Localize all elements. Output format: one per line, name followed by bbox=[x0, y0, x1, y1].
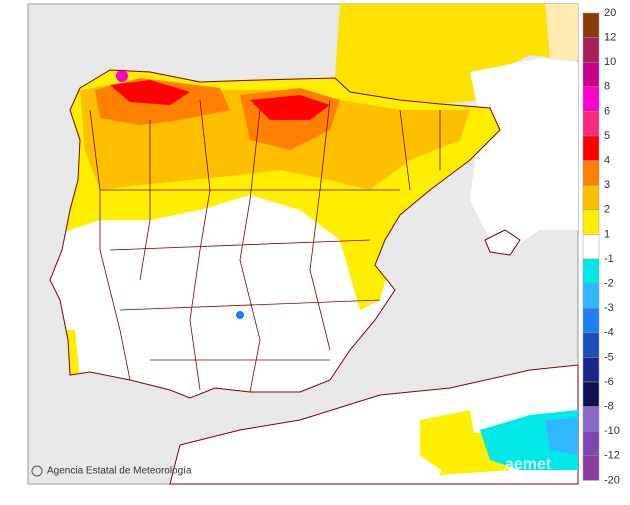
france bbox=[335, 4, 578, 104]
legend-swatch bbox=[582, 381, 600, 407]
legend-label: 10 bbox=[604, 56, 616, 68]
legend-swatch bbox=[582, 258, 600, 284]
africa-cold-2 bbox=[545, 418, 578, 455]
legend-label: -2 bbox=[604, 278, 614, 290]
legend-swatch bbox=[582, 61, 600, 88]
legend-swatch bbox=[582, 332, 600, 358]
legend-label: -3 bbox=[604, 302, 614, 314]
legend-swatch bbox=[582, 86, 600, 112]
hottest bbox=[110, 80, 330, 120]
legend-swatch bbox=[582, 184, 600, 211]
sea bbox=[470, 58, 578, 250]
africa-warm bbox=[420, 410, 510, 475]
legend-swatch bbox=[582, 37, 600, 63]
legend-label: 6 bbox=[604, 105, 610, 117]
province-borders bbox=[89, 99, 441, 393]
legend-label: 20 bbox=[604, 7, 616, 19]
legend-label: -8 bbox=[604, 401, 614, 413]
legend-swatch bbox=[582, 234, 600, 260]
legend-swatch bbox=[582, 357, 600, 383]
peak bbox=[116, 70, 128, 82]
cold-spot bbox=[236, 311, 244, 319]
legend-swatch bbox=[582, 135, 600, 161]
legend-label: 4 bbox=[604, 155, 610, 167]
legend-label: -12 bbox=[604, 450, 620, 462]
legend-swatch bbox=[582, 406, 600, 432]
legend-label: 5 bbox=[604, 130, 610, 142]
copyright-icon bbox=[31, 465, 43, 477]
coast bbox=[49, 69, 501, 399]
legend-label: -10 bbox=[604, 425, 620, 437]
legend-label: 3 bbox=[604, 179, 610, 191]
legend: 20 12 10 8 6 5 4 3 2 1 -1 -2 -3 -4 -5 -6 -8 -10 -12 -20 bbox=[582, 7, 620, 486]
legend-swatch bbox=[582, 430, 600, 457]
legend-swatch bbox=[582, 160, 600, 186]
legend-label: 12 bbox=[604, 32, 616, 44]
france-east bbox=[545, 4, 578, 60]
legend-swatch bbox=[582, 307, 600, 334]
legend-swatch bbox=[582, 209, 600, 235]
legend-swatch bbox=[582, 12, 600, 38]
legend-swatch bbox=[582, 455, 600, 481]
legend-swatch bbox=[582, 283, 600, 309]
legend-label: -5 bbox=[604, 351, 614, 363]
legend-label: -6 bbox=[604, 376, 614, 388]
legend-label: -1 bbox=[604, 253, 614, 265]
logo: aemet bbox=[505, 456, 552, 473]
legend-label: 8 bbox=[604, 81, 610, 93]
agency-name: Agencia Estatal de Meteorología bbox=[47, 466, 192, 477]
legend-label: 1 bbox=[604, 228, 610, 240]
legend-label: 2 bbox=[604, 204, 610, 216]
legend-swatch bbox=[582, 111, 600, 137]
legend-label: -4 bbox=[604, 327, 614, 339]
legend-label: -20 bbox=[604, 474, 620, 486]
balearic bbox=[484, 229, 521, 256]
